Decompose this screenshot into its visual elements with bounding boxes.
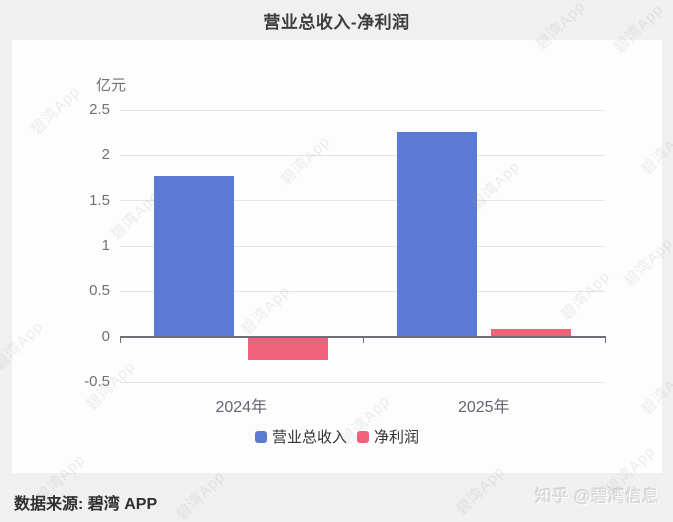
legend-label: 营业总收入 <box>271 429 347 446</box>
plot-area: 2.5 2 1.5 1 0.5 0 -0.5 2024年 2025年 <box>12 40 662 473</box>
chart-card: 亿元 2.5 2 1.5 1 0.5 0 -0.5 2024年 2025年 营业总收入 净利润 <box>12 40 662 473</box>
legend-label: 净利润 <box>374 429 420 446</box>
gridline <box>120 290 605 292</box>
y-tick-label: 0 <box>101 327 110 345</box>
x-axis-tick <box>362 337 364 343</box>
legend-marker-revenue <box>254 430 267 443</box>
x-tick-label: 2024年 <box>215 399 268 416</box>
y-tick-label: 1 <box>101 237 110 254</box>
gridline <box>120 109 605 111</box>
y-tick-label: 1.5 <box>89 191 110 209</box>
net-profit-bar-2025 <box>490 329 571 337</box>
chart-title: 营业总收入-净利润 <box>263 12 410 32</box>
x-axis-tick <box>120 337 121 343</box>
gridline <box>120 245 605 247</box>
y-tick-label: 2 <box>101 146 110 164</box>
legend: 营业总收入 净利润 <box>12 426 662 447</box>
legend-marker-net-profit <box>357 430 369 443</box>
y-tick-label: -0.5 <box>84 373 110 390</box>
legend-item-revenue: 营业总收入 <box>254 426 347 447</box>
title-bar: 营业总收入-净利润 <box>0 0 673 40</box>
net-profit-bar-2024 <box>248 337 329 361</box>
y-axis-unit-label: 亿元 <box>96 77 127 94</box>
data-source-label: 数据来源: 碧湾 APP <box>14 496 158 513</box>
gridline <box>120 381 605 383</box>
gridline <box>120 154 605 156</box>
x-tick-label: 2025年 <box>457 399 510 416</box>
revenue-bar-2025 <box>396 131 477 337</box>
legend-item-net-profit: 净利润 <box>357 426 419 447</box>
footer: 数据来源: 碧湾 APP 知乎 @碧湾信息 <box>0 473 673 522</box>
zhihu-credit-watermark: 知乎 @碧湾信息 <box>535 487 659 506</box>
y-tick-label: 0.5 <box>89 282 110 300</box>
gridline <box>120 200 605 202</box>
y-tick-label: 2.5 <box>89 101 110 118</box>
x-axis-line <box>120 335 606 338</box>
x-axis-tick <box>605 337 606 343</box>
revenue-bar-2024 <box>154 176 235 337</box>
